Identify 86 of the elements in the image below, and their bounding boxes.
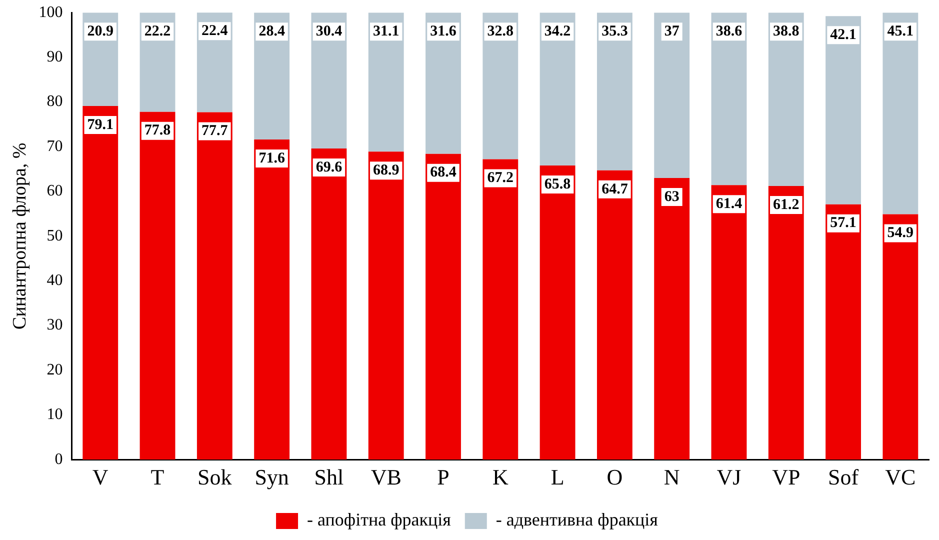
data-label: 20.9 bbox=[87, 23, 114, 40]
data-label: 45.1 bbox=[887, 23, 914, 40]
legend-label: - адвентивна фракція bbox=[496, 510, 658, 530]
data-label: 65.8 bbox=[544, 176, 571, 192]
x-tick-label: V bbox=[92, 464, 108, 490]
x-tick-label: T bbox=[150, 464, 165, 490]
data-label: 38.8 bbox=[773, 23, 800, 40]
bar bbox=[654, 178, 690, 460]
x-tick-label: VB bbox=[370, 464, 402, 490]
data-label: 28.4 bbox=[258, 23, 286, 40]
x-tick-label: L bbox=[550, 464, 564, 490]
x-tick-label: Sok bbox=[198, 464, 232, 490]
bar bbox=[711, 185, 747, 460]
bar bbox=[768, 186, 804, 460]
data-label: 68.4 bbox=[430, 164, 457, 181]
data-label: 57.1 bbox=[830, 215, 856, 232]
bar bbox=[768, 12, 804, 186]
bar bbox=[311, 148, 347, 460]
bar bbox=[426, 12, 461, 154]
y-tick-label: 40 bbox=[46, 272, 63, 290]
bar bbox=[196, 112, 232, 460]
bar bbox=[482, 159, 518, 460]
data-label: 42.1 bbox=[830, 27, 856, 44]
bar bbox=[368, 12, 404, 152]
data-label: 77.7 bbox=[202, 123, 228, 140]
bar bbox=[540, 165, 576, 460]
data-label: 77.8 bbox=[144, 122, 171, 139]
x-tick-label: Sof bbox=[828, 464, 860, 490]
data-label: 54.9 bbox=[887, 225, 914, 242]
y-tick-label: 100 bbox=[38, 4, 63, 21]
y-tick-label: 20 bbox=[46, 361, 63, 378]
x-tick-label: Shl bbox=[314, 464, 344, 490]
bar bbox=[482, 12, 518, 160]
bar bbox=[426, 154, 461, 460]
bar bbox=[254, 140, 290, 460]
bar bbox=[826, 16, 861, 204]
data-label: 63 bbox=[664, 188, 680, 205]
data-label: 69.6 bbox=[316, 159, 343, 176]
data-label: 68.9 bbox=[372, 162, 400, 178]
data-label: 30.4 bbox=[316, 23, 343, 40]
x-tick-label: VC bbox=[885, 464, 916, 490]
x-tick-label: P bbox=[437, 464, 450, 490]
y-tick-label: 10 bbox=[46, 406, 63, 424]
y-tick-label: 30 bbox=[46, 316, 63, 334]
y-tick-label: 70 bbox=[46, 138, 63, 155]
bar bbox=[826, 204, 861, 460]
bar bbox=[596, 12, 632, 170]
data-label: 79.1 bbox=[87, 116, 114, 133]
bar bbox=[140, 112, 176, 460]
data-label: 22.4 bbox=[202, 23, 228, 40]
data-label: 67.2 bbox=[487, 170, 514, 186]
data-label: 22.2 bbox=[144, 23, 171, 40]
data-label: 61.4 bbox=[716, 196, 743, 212]
data-label: 32.8 bbox=[487, 23, 514, 40]
data-label: 71.6 bbox=[258, 150, 286, 166]
data-label: 37 bbox=[664, 23, 680, 40]
legend-label: - апофітна фракція bbox=[307, 510, 451, 530]
data-label: 64.7 bbox=[602, 181, 628, 198]
bar bbox=[596, 170, 632, 460]
data-label: 31.1 bbox=[372, 23, 400, 40]
bar bbox=[82, 106, 118, 460]
bar bbox=[654, 12, 690, 178]
bar bbox=[882, 214, 918, 460]
bar bbox=[882, 12, 918, 214]
bar bbox=[368, 152, 404, 460]
x-tick-label: K bbox=[492, 464, 508, 490]
data-label: 35.3 bbox=[602, 23, 628, 40]
data-label: 31.6 bbox=[430, 23, 457, 40]
y-tick-label: 60 bbox=[46, 182, 63, 200]
bar bbox=[311, 12, 347, 148]
y-tick-label: 50 bbox=[46, 227, 63, 244]
y-tick-label: 0 bbox=[54, 450, 63, 468]
y-tick-label: 80 bbox=[46, 93, 63, 110]
x-tick-label: O bbox=[606, 464, 623, 490]
x-tick-label: N bbox=[664, 464, 680, 490]
y-tick-label: 90 bbox=[46, 48, 63, 66]
bar bbox=[540, 12, 576, 166]
x-tick-label: VJ bbox=[716, 464, 742, 490]
x-tick-label: VP bbox=[772, 464, 800, 490]
data-label: 38.6 bbox=[716, 23, 743, 40]
y-axis-title: Синантропна флора, % bbox=[9, 142, 30, 330]
data-label: 34.2 bbox=[544, 23, 571, 40]
data-label: 61.2 bbox=[773, 196, 800, 213]
bar bbox=[711, 12, 747, 186]
bar bbox=[254, 12, 290, 140]
x-tick-label: Syn bbox=[254, 464, 289, 490]
